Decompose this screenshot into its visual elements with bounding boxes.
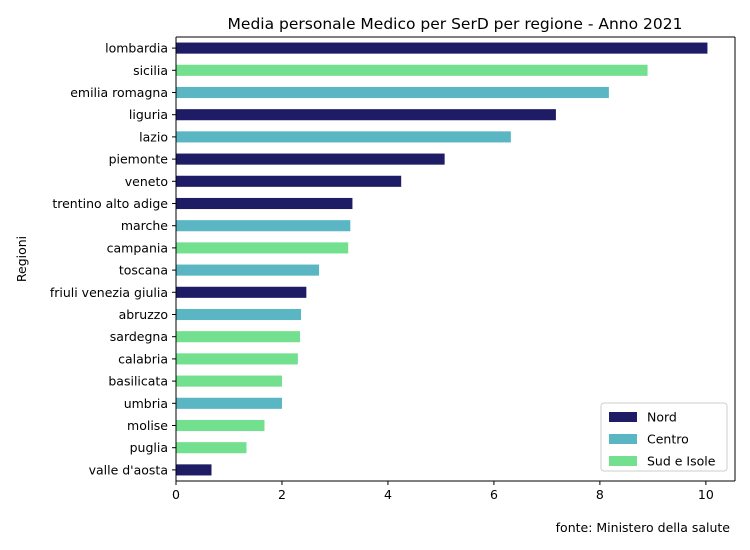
x-tick-label: 2 [278,487,286,502]
y-tick-label: umbria [124,396,168,411]
bar-piemonte [176,153,445,165]
bar-lazio [176,131,511,143]
x-tick-label: 10 [698,487,714,502]
x-tick-label: 0 [172,487,180,502]
bars-layer [176,42,708,476]
bar-campania [176,242,349,254]
legend-label: Nord [647,410,677,425]
legend: Nord Centro Sud e Isole [600,402,728,472]
x-tick-label: 6 [490,487,498,502]
legend-label: Centro [647,432,689,447]
bar-calabria [176,353,298,365]
y-tick-label: lazio [139,129,168,144]
y-tick-label: valle d'aosta [89,462,168,477]
y-tick-label: abruzzo [119,307,168,322]
y-tick-label: lombardia [105,41,168,56]
bar-liguria [176,109,556,121]
bar-sicilia [176,64,648,76]
legend-swatch [609,412,637,422]
y-tick-label: veneto [125,174,168,189]
y-tick-label: liguria [129,107,168,122]
y-tick-label: molise [127,418,168,433]
legend-swatch [609,434,637,444]
bar-puglia [176,442,247,454]
bar-veneto [176,175,402,187]
y-tick-label: basilicata [108,374,168,389]
y-tick-label: emilia romagna [70,85,168,100]
axes-layer: lombardia sicilia emilia romagna liguria laz… [50,36,736,502]
source-note: fonte: Ministero della salute [556,520,731,535]
legend-label: Sud e Isole [647,454,716,469]
bar-sardegna [176,331,300,343]
y-tick-label: calabria [118,351,168,366]
bar-basilicata [176,375,282,387]
bar-trentino-alto-adige [176,197,353,210]
y-axis-label: Regioni [14,236,29,282]
y-tick-label: sicilia [133,63,168,78]
y-tick-label: puglia [130,440,168,455]
y-tick-label: piemonte [109,152,169,167]
y-tick-label: sardegna [110,329,168,344]
bar-molise [176,419,265,432]
bar-marche [176,220,351,232]
bar-lombardia [176,42,708,54]
bar-umbria [176,397,282,409]
x-tick-label: 8 [596,487,604,502]
y-tick-label: friuli venezia giulia [50,285,168,300]
bar-valle-d-aosta [176,464,212,476]
bar-toscana [176,264,320,276]
y-tick-label: trentino alto adige [52,196,168,211]
y-tick-label: toscana [119,263,168,278]
legend-swatch [609,456,637,466]
bar-emilia-romagna [176,86,609,99]
x-tick-label: 4 [384,487,392,502]
bar-friuli-venezia-giulia [176,286,307,298]
chart-title: Media personale Medico per SerD per regi… [228,15,683,33]
y-tick-label: marche [121,218,168,233]
bar-abruzzo [176,308,302,321]
y-tick-label: campania [107,240,168,255]
